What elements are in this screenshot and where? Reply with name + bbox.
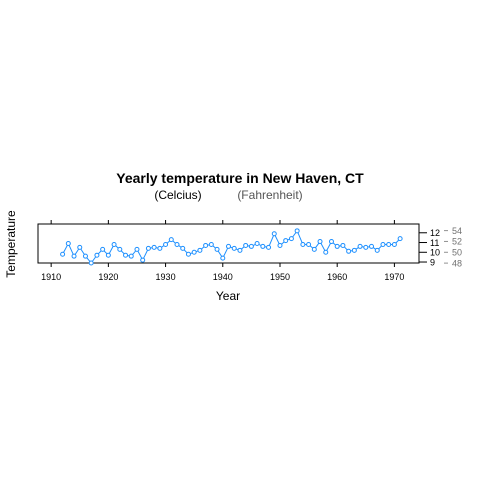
temperature-point	[271, 231, 277, 237]
temperature-point	[134, 246, 140, 252]
temperature-point	[266, 244, 272, 250]
fahrenheit-tick-label: 54	[452, 226, 462, 236]
plot-panel	[37, 223, 420, 264]
temperature-point	[254, 241, 260, 246]
temperature-point	[168, 237, 174, 243]
temperature-point	[163, 241, 169, 247]
temperature-point	[328, 239, 334, 245]
x-tick-label: 1940	[213, 272, 233, 282]
temperature-point	[226, 243, 231, 249]
temperature-point	[111, 241, 117, 247]
temperature-point	[306, 241, 312, 247]
temperature-point	[82, 253, 88, 259]
temperature-point	[185, 251, 191, 257]
temperature-point	[60, 251, 66, 257]
temperature-point	[145, 245, 151, 251]
x-tick-label: 1910	[41, 272, 61, 282]
temperature-point	[203, 242, 209, 248]
temperature-point	[248, 243, 254, 249]
temperature-point	[351, 247, 357, 253]
temperature-series	[60, 228, 403, 266]
temperature-point	[65, 241, 71, 246]
celsius-tick-label: 9	[430, 257, 435, 267]
temperature-point	[128, 253, 134, 259]
temperature-point	[369, 243, 375, 249]
x-tick-label: 1960	[327, 272, 347, 282]
x-tick-label: 1970	[384, 272, 404, 282]
celsius-subtitle: (Celcius)	[154, 188, 201, 202]
temperature-point	[294, 228, 300, 234]
temperature-point	[151, 244, 157, 250]
temperature-point	[323, 249, 329, 255]
temperature-line	[62, 229, 401, 264]
temperature-point	[277, 242, 283, 248]
x-tick-label: 1950	[270, 272, 290, 282]
temperature-point	[71, 253, 77, 259]
temperature-point	[243, 242, 249, 248]
temperature-point	[340, 242, 346, 248]
temperature-point	[180, 245, 186, 251]
temperature-point	[374, 247, 380, 253]
temperature-point	[363, 244, 369, 250]
fahrenheit-subtitle: (Fahrenheit)	[237, 188, 302, 202]
temperature-point	[283, 238, 289, 244]
temperature-point	[237, 247, 243, 253]
temperature-point	[88, 260, 94, 266]
temperature-point	[100, 246, 106, 252]
temperature-point	[117, 246, 123, 252]
fahrenheit-tick-label: 48	[452, 258, 462, 268]
temperature-point	[380, 241, 386, 247]
temperature-point	[105, 252, 111, 258]
temperature-point	[231, 245, 237, 251]
temperature-point	[214, 246, 220, 252]
temperature-point	[123, 252, 129, 258]
y-axis-label: Temperature	[4, 210, 18, 278]
temperature-point	[197, 247, 203, 253]
temperature-point	[208, 241, 214, 247]
x-axis-label: Year	[216, 289, 240, 303]
temperature-point	[174, 241, 180, 247]
temperature-point	[288, 236, 294, 242]
temperature-point	[300, 241, 306, 247]
temperature-point	[191, 249, 197, 255]
temperature-point	[334, 243, 340, 249]
celsius-tick-label: 11	[430, 238, 439, 248]
x-axis-top	[50, 220, 395, 224]
celsius-tick-label: 12	[430, 228, 440, 238]
temperature-point	[386, 241, 392, 247]
temperature-point	[77, 244, 83, 250]
temperature-point	[346, 248, 352, 254]
x-axis: 1910 1920 1930 1940 1950 1960 1970	[41, 263, 404, 282]
temperature-point	[157, 245, 163, 251]
x-tick-label: 1930	[156, 272, 176, 282]
temperature-point	[94, 252, 100, 258]
chart-title: Yearly temperature in New Haven, CT	[116, 170, 364, 186]
temperature-point	[260, 243, 266, 249]
temperature-point	[391, 241, 397, 247]
fahrenheit-tick-label: 50	[452, 248, 462, 258]
temperature-point	[317, 239, 323, 245]
temperature-point	[311, 246, 317, 252]
temperature-point	[397, 236, 403, 242]
temperature-point	[140, 257, 146, 263]
x-tick-label: 1920	[98, 272, 118, 282]
celsius-tick-label: 10	[430, 248, 440, 258]
fahrenheit-tick-label: 52	[452, 237, 462, 247]
temperature-point	[220, 255, 226, 261]
temperature-point	[357, 243, 363, 249]
